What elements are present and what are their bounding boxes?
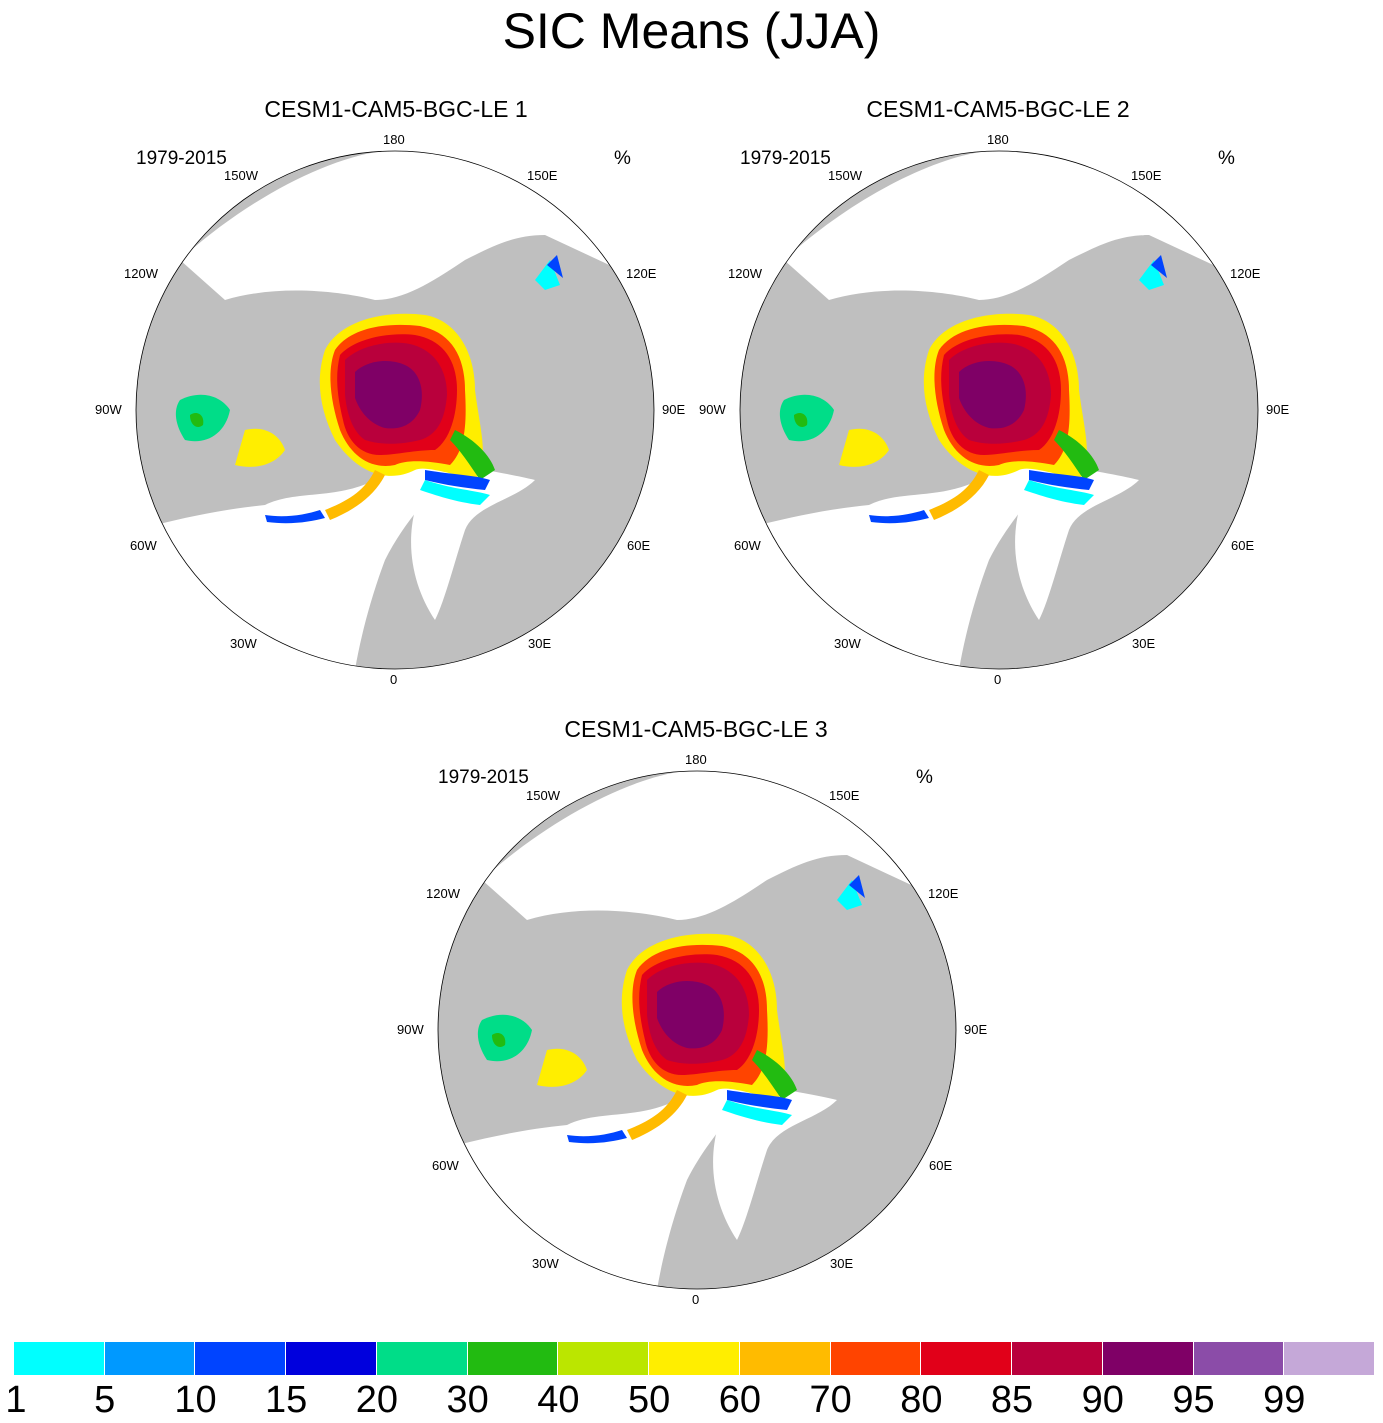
colorbar-tick-label: 95 [1172, 1379, 1215, 1421]
period-label-3: 1979-2015 [438, 767, 529, 788]
lon-label-120w: 120W [426, 886, 460, 901]
colorbar-tick-label: 40 [537, 1379, 580, 1421]
lon-label-0: 0 [390, 672, 398, 687]
lon-label-90e: 90E [662, 402, 686, 417]
lon-label-90w: 90W [699, 402, 726, 417]
lon-label-60w: 60W [432, 1158, 459, 1173]
colorbar-swatch [467, 1342, 559, 1375]
colorbar-tick-label: 15 [265, 1379, 308, 1421]
period-label-2: 1979-2015 [740, 148, 831, 169]
colorbar-tick-label: 1 [5, 1379, 27, 1421]
panel-title-2: CESM1-CAM5-BGC-LE 2 [866, 96, 1130, 122]
lon-label-120e: 120E [928, 886, 959, 901]
units-label-1: % [614, 148, 631, 169]
colorbar-swatch [376, 1342, 468, 1375]
main-title: SIC Means (JJA) [502, 3, 881, 59]
units-label-3: % [916, 767, 933, 788]
lon-label-180: 180 [685, 752, 707, 767]
colorbar-swatch [195, 1342, 287, 1375]
lon-label-150e: 150E [1131, 168, 1162, 183]
lon-label-180: 180 [987, 132, 1009, 147]
colorbar [14, 1342, 1376, 1375]
colorbar-tick-label: 60 [718, 1379, 761, 1421]
lon-label-120e: 120E [626, 266, 657, 281]
lon-label-30w: 30W [834, 636, 861, 651]
lon-label-120w: 120W [124, 266, 158, 281]
colorbar-swatch [14, 1342, 105, 1375]
panel-title-1: CESM1-CAM5-BGC-LE 1 [264, 96, 528, 122]
units-label-2: % [1218, 148, 1235, 169]
colorbar-swatch [1102, 1342, 1194, 1375]
colorbar-swatch [921, 1342, 1013, 1375]
lon-label-180: 180 [383, 132, 405, 147]
polar-map-3 [437, 770, 957, 1290]
colorbar-swatch [1193, 1342, 1285, 1375]
colorbar-tick-label: 50 [627, 1379, 671, 1421]
colorbar-swatch [1012, 1342, 1103, 1375]
lon-label-60w: 60W [734, 538, 761, 553]
colorbar-tick-label: 90 [1081, 1379, 1124, 1421]
lon-label-120w: 120W [728, 266, 762, 281]
lon-label-90w: 90W [95, 402, 122, 417]
lon-label-60e: 60E [1231, 538, 1255, 553]
colorbar-tick-label: 85 [990, 1379, 1034, 1421]
lon-label-30w: 30W [230, 636, 257, 651]
period-label-1: 1979-2015 [136, 148, 227, 169]
lon-label-90e: 90E [964, 1022, 988, 1037]
colorbar-tick-label: 70 [809, 1379, 852, 1421]
lon-label-150e: 150E [527, 168, 558, 183]
colorbar-tick-label: 5 [94, 1379, 116, 1421]
colorbar-swatch [558, 1342, 650, 1375]
lon-label-90w: 90W [397, 1022, 424, 1037]
lon-label-150w: 150W [526, 788, 560, 803]
lon-label-30e: 30E [1132, 636, 1156, 651]
lon-label-30e: 30E [830, 1256, 854, 1271]
colorbar-tick-label: 99 [1263, 1379, 1306, 1421]
polar-map-2 [739, 150, 1259, 670]
colorbar-swatch [104, 1342, 196, 1375]
colorbar-tick-label: 10 [174, 1379, 217, 1421]
colorbar-swatch [649, 1342, 740, 1375]
colorbar-tick-label: 80 [900, 1379, 943, 1421]
lon-label-30w: 30W [532, 1256, 559, 1271]
lon-label-0: 0 [692, 1292, 700, 1307]
lon-label-30e: 30E [528, 636, 552, 651]
lon-label-60e: 60E [929, 1158, 953, 1173]
colorbar-swatch [830, 1342, 922, 1375]
lon-label-150w: 150W [224, 168, 258, 183]
colorbar-swatch [286, 1342, 377, 1375]
lon-label-120e: 120E [1230, 266, 1261, 281]
lon-label-60w: 60W [130, 538, 157, 553]
colorbar-swatch [739, 1342, 831, 1375]
lon-label-150w: 150W [828, 168, 862, 183]
colorbar-swatch [1284, 1342, 1376, 1375]
polar-map-1 [135, 150, 655, 670]
lon-label-90e: 90E [1266, 402, 1290, 417]
colorbar-tick-label: 30 [446, 1379, 489, 1421]
panel-title-3: CESM1-CAM5-BGC-LE 3 [564, 716, 828, 742]
lon-label-150e: 150E [829, 788, 860, 803]
colorbar-tick-label: 20 [355, 1379, 399, 1421]
lon-label-0: 0 [994, 672, 1002, 687]
lon-label-60e: 60E [627, 538, 651, 553]
